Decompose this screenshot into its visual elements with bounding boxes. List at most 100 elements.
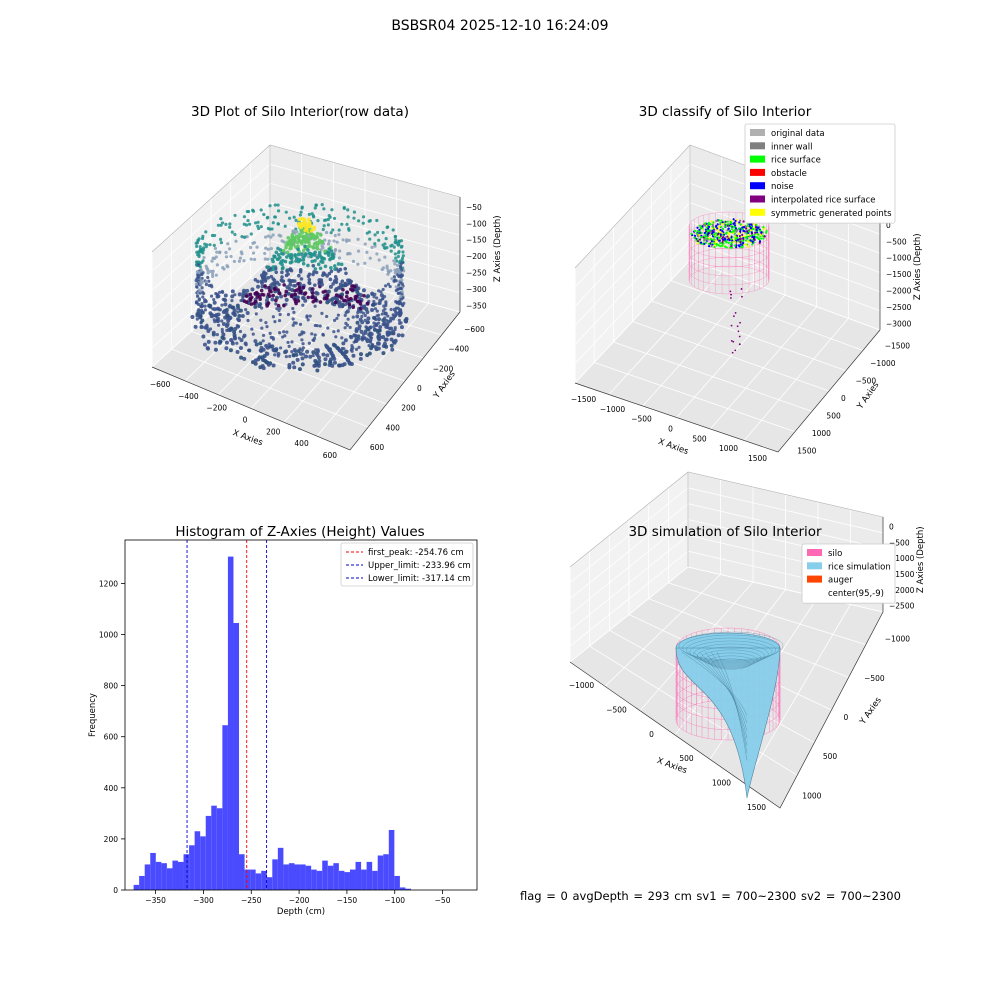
data-point bbox=[239, 250, 243, 254]
histogram-bar bbox=[189, 845, 195, 890]
data-point bbox=[238, 308, 243, 313]
data-point bbox=[301, 303, 305, 307]
data-point bbox=[253, 339, 258, 344]
data-point bbox=[320, 203, 324, 207]
data-point bbox=[706, 238, 709, 241]
data-point bbox=[307, 220, 312, 225]
data-point bbox=[715, 243, 718, 246]
histogram-bar bbox=[177, 861, 184, 890]
data-point bbox=[739, 241, 742, 244]
data-point bbox=[696, 229, 699, 233]
y-axis-label: Frequency bbox=[88, 693, 98, 737]
data-point bbox=[313, 298, 317, 303]
data-point bbox=[339, 262, 344, 267]
data-point bbox=[218, 290, 222, 294]
data-point bbox=[300, 338, 304, 342]
data-point bbox=[299, 252, 304, 256]
data-point bbox=[297, 221, 301, 226]
data-point bbox=[225, 322, 230, 327]
data-point bbox=[332, 264, 337, 268]
data-point bbox=[269, 289, 273, 294]
data-point bbox=[251, 332, 255, 336]
data-point bbox=[739, 223, 742, 226]
data-point bbox=[704, 224, 707, 227]
data-point bbox=[220, 303, 224, 307]
data-point bbox=[310, 212, 314, 216]
data-point bbox=[287, 362, 292, 367]
silo-wireframe bbox=[688, 247, 770, 277]
data-point bbox=[311, 350, 316, 355]
histogram-bar bbox=[349, 869, 356, 890]
data-point bbox=[309, 254, 313, 259]
histogram-bar bbox=[166, 868, 173, 890]
data-point bbox=[337, 228, 341, 232]
data-point bbox=[311, 246, 316, 250]
histogram-bar bbox=[227, 556, 234, 890]
box-axis bbox=[569, 611, 884, 809]
data-point bbox=[197, 253, 201, 257]
data-point bbox=[321, 227, 325, 232]
data-point bbox=[299, 225, 304, 229]
histogram-bar bbox=[383, 854, 389, 890]
legend-swatch bbox=[750, 129, 765, 136]
data-point bbox=[342, 206, 346, 210]
data-point bbox=[276, 352, 281, 357]
data-point bbox=[279, 346, 283, 350]
data-point bbox=[285, 269, 289, 273]
data-point bbox=[392, 245, 396, 249]
data-point bbox=[727, 231, 730, 234]
data-point bbox=[275, 307, 279, 311]
data-point bbox=[288, 260, 293, 265]
data-point bbox=[310, 332, 314, 336]
data-point bbox=[271, 293, 275, 298]
data-point bbox=[397, 239, 401, 243]
data-point bbox=[763, 235, 766, 238]
data-point bbox=[345, 309, 350, 314]
data-point bbox=[381, 309, 385, 313]
data-point bbox=[228, 222, 232, 226]
noise-point bbox=[729, 290, 732, 293]
data-point bbox=[349, 335, 354, 340]
data-point bbox=[343, 266, 348, 271]
data-point bbox=[263, 251, 267, 256]
histogram-bar bbox=[399, 887, 406, 890]
data-point bbox=[283, 224, 287, 228]
data-point bbox=[212, 300, 217, 305]
data-point bbox=[196, 294, 200, 298]
data-point bbox=[762, 237, 765, 240]
data-point bbox=[297, 273, 301, 278]
data-point bbox=[248, 245, 253, 250]
data-point bbox=[255, 295, 259, 299]
data-point bbox=[345, 290, 349, 295]
data-point bbox=[765, 229, 768, 233]
data-point bbox=[244, 294, 249, 298]
data-point bbox=[242, 356, 247, 361]
data-point bbox=[736, 234, 739, 237]
data-point bbox=[753, 223, 756, 226]
data-point bbox=[332, 318, 337, 322]
data-point bbox=[709, 238, 712, 241]
data-point bbox=[385, 246, 389, 250]
data-point bbox=[210, 233, 215, 238]
data-point bbox=[263, 274, 267, 278]
data-point bbox=[399, 325, 404, 330]
data-point bbox=[313, 236, 318, 241]
data-point bbox=[735, 246, 738, 249]
data-point bbox=[215, 333, 219, 337]
data-point bbox=[284, 210, 288, 214]
data-point bbox=[197, 260, 201, 264]
data-point bbox=[203, 325, 208, 330]
data-point bbox=[758, 240, 762, 243]
data-point bbox=[254, 342, 259, 347]
data-point bbox=[303, 228, 308, 233]
floor-grid bbox=[743, 318, 849, 441]
data-point bbox=[204, 280, 208, 284]
data-point bbox=[334, 280, 339, 285]
data-point bbox=[744, 225, 748, 228]
data-point bbox=[269, 335, 273, 340]
data-point bbox=[262, 212, 266, 217]
data-point bbox=[230, 230, 234, 234]
data-point bbox=[206, 271, 210, 275]
data-point bbox=[300, 230, 305, 235]
data-point bbox=[291, 360, 296, 365]
